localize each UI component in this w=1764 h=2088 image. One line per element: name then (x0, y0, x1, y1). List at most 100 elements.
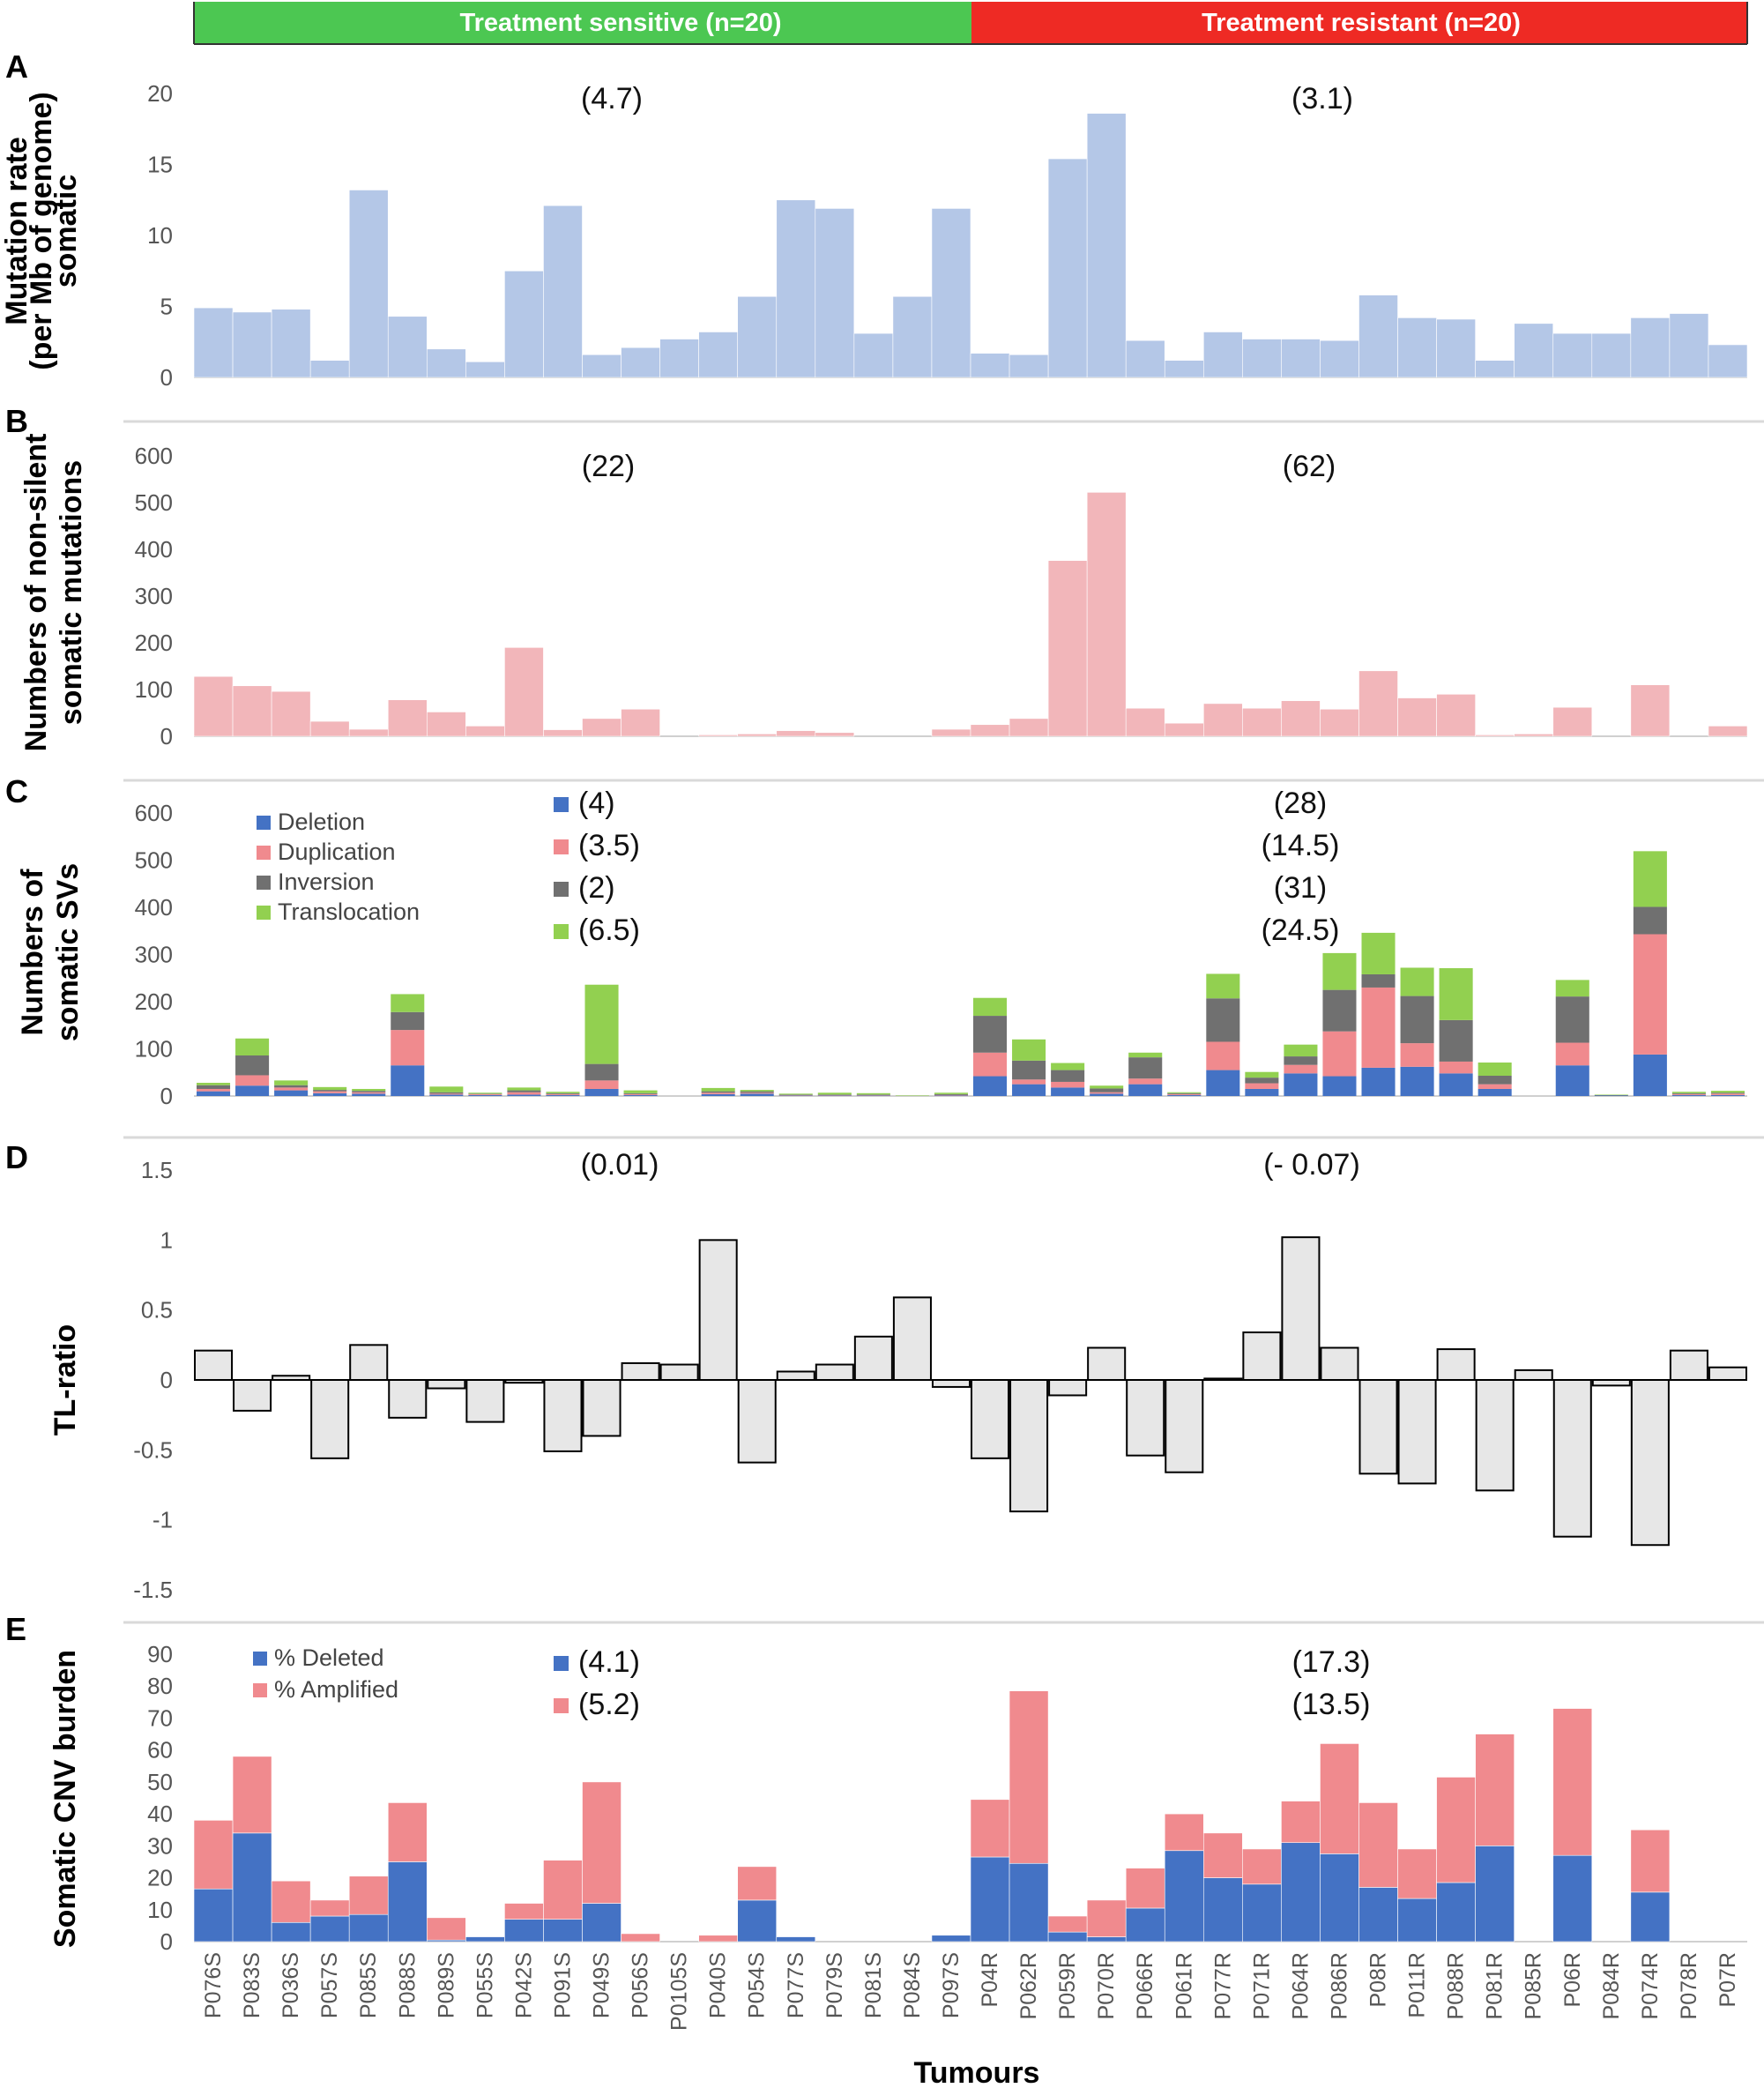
bar (737, 734, 778, 737)
y-tick-label: 20 (147, 80, 173, 107)
bar-segment (701, 1087, 735, 1092)
bar-segment (1710, 1091, 1745, 1093)
bar (194, 1349, 234, 1382)
bar-segment (1400, 996, 1434, 1044)
group-median-label: (62) (1283, 450, 1336, 483)
bar-segment (391, 1065, 425, 1096)
bar-segment (1009, 1690, 1049, 1864)
bar-segment (352, 1092, 386, 1094)
y-axis-label: somatic (49, 175, 83, 288)
bar (776, 730, 816, 737)
bar (1358, 1379, 1398, 1475)
bar-segment (817, 1092, 852, 1095)
bar-segment (1475, 1846, 1515, 1943)
y-tick-label: 90 (147, 1641, 173, 1667)
x-tick-label: P085R (1522, 1952, 1546, 2019)
y-axis-label: Numbers of non-silent (19, 434, 53, 752)
bar-segment (1397, 1848, 1437, 1899)
y-tick-label: 15 (147, 152, 173, 178)
bar (1125, 707, 1165, 737)
x-tick-label: P056S (629, 1952, 653, 2018)
bar-segment (778, 1095, 813, 1096)
bar-segment (1128, 1052, 1163, 1058)
y-tick-label: 600 (135, 443, 173, 469)
bar-segment (1400, 1066, 1434, 1096)
legend-swatch (253, 1683, 267, 1697)
bar-segment (507, 1090, 541, 1092)
bar (1164, 722, 1204, 737)
bar (348, 190, 389, 378)
bar-segment (1320, 1743, 1359, 1854)
bar (815, 732, 855, 737)
bar (388, 1379, 428, 1419)
bar-segment (1051, 1081, 1085, 1088)
bar (931, 208, 971, 378)
bar-segment (468, 1094, 502, 1096)
bar-segment (543, 1860, 583, 1920)
x-tick-label: P081R (1483, 1952, 1507, 2019)
bar (1086, 492, 1127, 737)
bar-segment (387, 1861, 428, 1943)
bar (1320, 708, 1359, 737)
bar-segment (546, 1092, 580, 1093)
resistant-group-band (971, 2, 1747, 44)
bar-segment (778, 1094, 813, 1095)
bar-segment (391, 994, 425, 1012)
bar (193, 307, 234, 378)
bar (1358, 295, 1398, 378)
bar-segment (504, 1919, 544, 1943)
bar-segment (778, 1093, 813, 1095)
y-tick-label: 600 (135, 800, 173, 826)
bar-segment (1633, 906, 1667, 935)
bar (1048, 1379, 1088, 1397)
bar (1242, 1331, 1282, 1382)
bar-segment (1361, 1067, 1396, 1096)
bar (387, 316, 428, 378)
bar-segment (1671, 1092, 1706, 1094)
x-tick-label: P070R (1094, 1952, 1119, 2019)
x-tick-label: P081S (861, 1952, 886, 2018)
bar-segment (348, 1913, 389, 1943)
bar-segment (1555, 996, 1589, 1043)
bar (737, 1379, 777, 1464)
x-axis-tumour-labels: P076S P083S P036S P057S P085S P088S P089S P055S… (201, 1952, 1740, 2031)
bar-segment (1245, 1083, 1279, 1089)
x-tick-label: P061R (1172, 1952, 1196, 2019)
bar-segment (387, 1802, 428, 1862)
bar-segment (1164, 1850, 1204, 1943)
y-tick-label: -0.5 (133, 1436, 173, 1463)
group-header: Treatment sensitive (n=20) Treatment res… (193, 2, 1748, 45)
bar (1630, 684, 1671, 737)
legend-label: Inversion (278, 869, 375, 895)
bar-segment (584, 984, 619, 1064)
bar (543, 205, 583, 378)
group-median-label: (17.3) (1292, 1645, 1371, 1679)
bar (1281, 700, 1321, 737)
median-key-swatch (554, 1698, 569, 1713)
bar (1630, 317, 1671, 378)
x-tick-label: P036S (279, 1952, 303, 2018)
bar-segment (1051, 1087, 1085, 1096)
bar (1475, 1379, 1515, 1492)
median-key-swatch (554, 882, 569, 897)
median-key-swatch (554, 924, 569, 939)
bar (1047, 560, 1088, 737)
bar (349, 1344, 389, 1382)
bar-segment (1439, 968, 1473, 1020)
bar (1125, 339, 1165, 378)
bar-segment (584, 1063, 619, 1081)
bar-segment (193, 1888, 234, 1943)
bar (1669, 1349, 1708, 1382)
x-tick-label: P088S (395, 1952, 420, 2018)
bar-segment (1245, 1088, 1279, 1096)
bar-segment (970, 1799, 1010, 1858)
bar-segment (391, 1030, 425, 1066)
bar-segment (623, 1093, 658, 1095)
bar-segment (623, 1090, 658, 1093)
bar-segment (1710, 1094, 1745, 1096)
y-tick-label: 5 (160, 294, 173, 320)
bar-segment (1164, 1813, 1204, 1852)
x-tick-label: P064R (1288, 1952, 1313, 2019)
legend-label: % Amplified (274, 1676, 398, 1703)
bar-segment (1710, 1093, 1745, 1095)
